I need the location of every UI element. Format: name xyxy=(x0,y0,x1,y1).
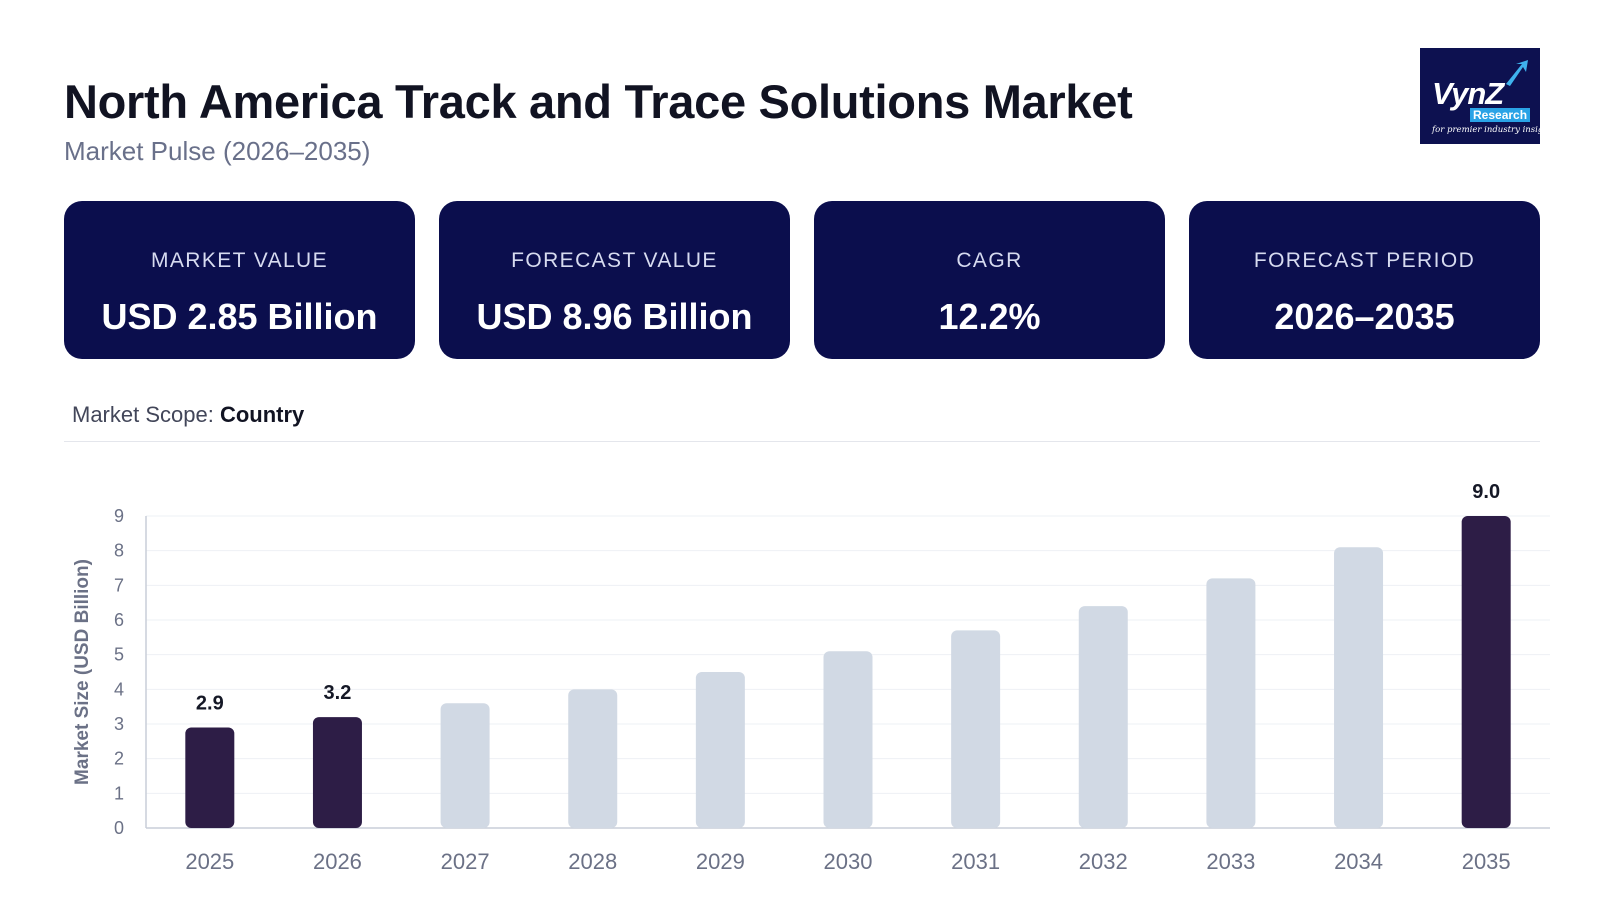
bar-2035 xyxy=(1461,516,1511,828)
vynz-research-logo: VynZ Research for premier industry insig… xyxy=(1420,48,1540,144)
logo-arrow-icon xyxy=(1506,60,1528,86)
market-size-bar-chart: 0 1 2 3 4 5 6 7 8 9 Market Size (USD Billion) 2025 2… xyxy=(72,481,1550,874)
bar-2032 xyxy=(1078,606,1128,828)
y-axis-label: Market Size (USD Billion) xyxy=(72,559,93,785)
y-tick-label: 2 xyxy=(114,749,124,769)
page-subtitle: Market Pulse (2026–2035) xyxy=(64,136,371,166)
market-scope-value: Country xyxy=(219,402,305,427)
bar-2031 xyxy=(951,630,1001,828)
page-title: North America Track and Trace Solutions … xyxy=(64,75,1133,128)
card-label: CAGR xyxy=(956,249,1023,272)
logo-sub: Research xyxy=(1470,108,1531,122)
y-tick-label: 4 xyxy=(114,679,124,699)
bar-2027 xyxy=(440,703,490,828)
card-value: USD 2.85 Billion xyxy=(101,296,378,337)
bar-2026 xyxy=(312,717,362,828)
market-scope-label: Market Scope: xyxy=(72,402,214,427)
logo-brand: VynZ xyxy=(1432,76,1504,111)
card-label: MARKET VALUE xyxy=(150,249,329,272)
bar-2034 xyxy=(1334,547,1384,828)
y-tick-label: 0 xyxy=(114,818,124,838)
forecast-period-card: FORECAST PERIOD 2026–2035 xyxy=(1189,201,1540,359)
market-value-card: MARKET VALUE USD 2.85 Billion xyxy=(64,201,415,359)
market-scope: Market Scope: Country xyxy=(72,402,304,428)
bar-2028 xyxy=(568,689,618,828)
logo-tagline: for premier industry insights xyxy=(1432,125,1540,135)
x-tick-label: 2030 xyxy=(824,849,873,874)
y-tick-label: 1 xyxy=(114,783,124,803)
x-tick-label: 2028 xyxy=(568,849,617,874)
card-value: 2026–2035 xyxy=(1274,296,1455,337)
card-label: FORECAST VALUE xyxy=(511,249,718,272)
card-value: 12.2% xyxy=(938,296,1041,337)
bar-2029 xyxy=(695,672,745,828)
y-tick-label: 3 xyxy=(114,714,124,734)
x-tick-label: 2034 xyxy=(1334,849,1383,874)
y-tick-label: 5 xyxy=(114,645,124,665)
data-label-2025: 2.9 xyxy=(196,692,224,714)
y-tick-label: 9 xyxy=(114,506,124,526)
cagr-card: CAGR 12.2% xyxy=(814,201,1165,359)
y-tick-label: 8 xyxy=(114,541,124,561)
y-tick-label: 6 xyxy=(114,610,124,630)
x-tick-label: 2035 xyxy=(1462,849,1511,874)
card-label: FORECAST PERIOD xyxy=(1253,249,1476,272)
x-tick-label: 2029 xyxy=(696,849,745,874)
data-label-2035: 9.0 xyxy=(1472,481,1500,503)
x-tick-label: 2025 xyxy=(185,849,234,874)
bar-2025 xyxy=(185,727,235,828)
bar-2030 xyxy=(823,651,873,828)
forecast-value-card: FORECAST VALUE USD 8.96 Billion xyxy=(439,201,790,359)
x-tick-label: 2032 xyxy=(1079,849,1128,874)
bar-2033 xyxy=(1206,578,1256,828)
data-label-2026: 3.2 xyxy=(324,682,352,704)
card-value: USD 8.96 Billion xyxy=(476,296,753,337)
x-tick-label: 2031 xyxy=(951,849,1000,874)
y-tick-label: 7 xyxy=(114,575,124,595)
divider xyxy=(64,441,1540,442)
x-tick-label: 2026 xyxy=(313,849,362,874)
x-tick-label: 2033 xyxy=(1206,849,1255,874)
x-tick-label: 2027 xyxy=(441,849,490,874)
